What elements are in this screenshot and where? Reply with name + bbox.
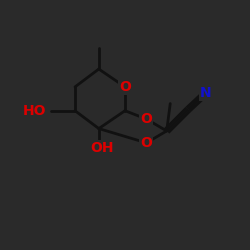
Text: HO: HO — [23, 104, 46, 118]
Text: O: O — [140, 112, 152, 126]
Text: O: O — [119, 80, 131, 94]
Text: OH: OH — [91, 140, 114, 154]
Text: N: N — [200, 86, 212, 100]
Text: O: O — [140, 136, 152, 150]
